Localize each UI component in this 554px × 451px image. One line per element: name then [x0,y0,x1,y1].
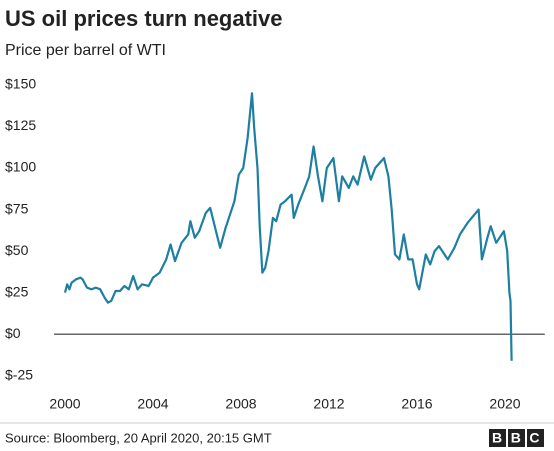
logo-box [527,429,544,447]
y-tick-label: $100 [5,159,36,175]
x-tick-label: 2020 [489,396,520,412]
price-line [63,92,513,361]
brand-logo: BBC [489,429,548,447]
y-tick-label: $75 [5,200,29,216]
chart-title: US oil prices turn negative [5,6,283,31]
x-tick-label: 2004 [137,396,168,412]
y-tick-label: $125 [5,117,36,133]
y-tick-label: $150 [5,76,36,92]
x-tick-label: 2008 [225,396,256,412]
y-tick-label: $25 [5,283,29,299]
x-tick-label: 2000 [49,396,80,412]
x-tick-label: 2016 [401,396,432,412]
x-tick-label: 2012 [313,396,344,412]
logo-box [489,429,506,447]
source: Source: Bloomberg, 20 April 2020, 20:15 … [5,430,272,445]
brand: BBC [492,430,548,446]
y-tick-label: $-25 [5,366,33,382]
y-tick-label: $50 [5,242,29,258]
logo-box [508,429,525,447]
chart-subtitle: Price per barrel of WTI [5,42,166,59]
y-tick-label: $0 [5,325,21,341]
